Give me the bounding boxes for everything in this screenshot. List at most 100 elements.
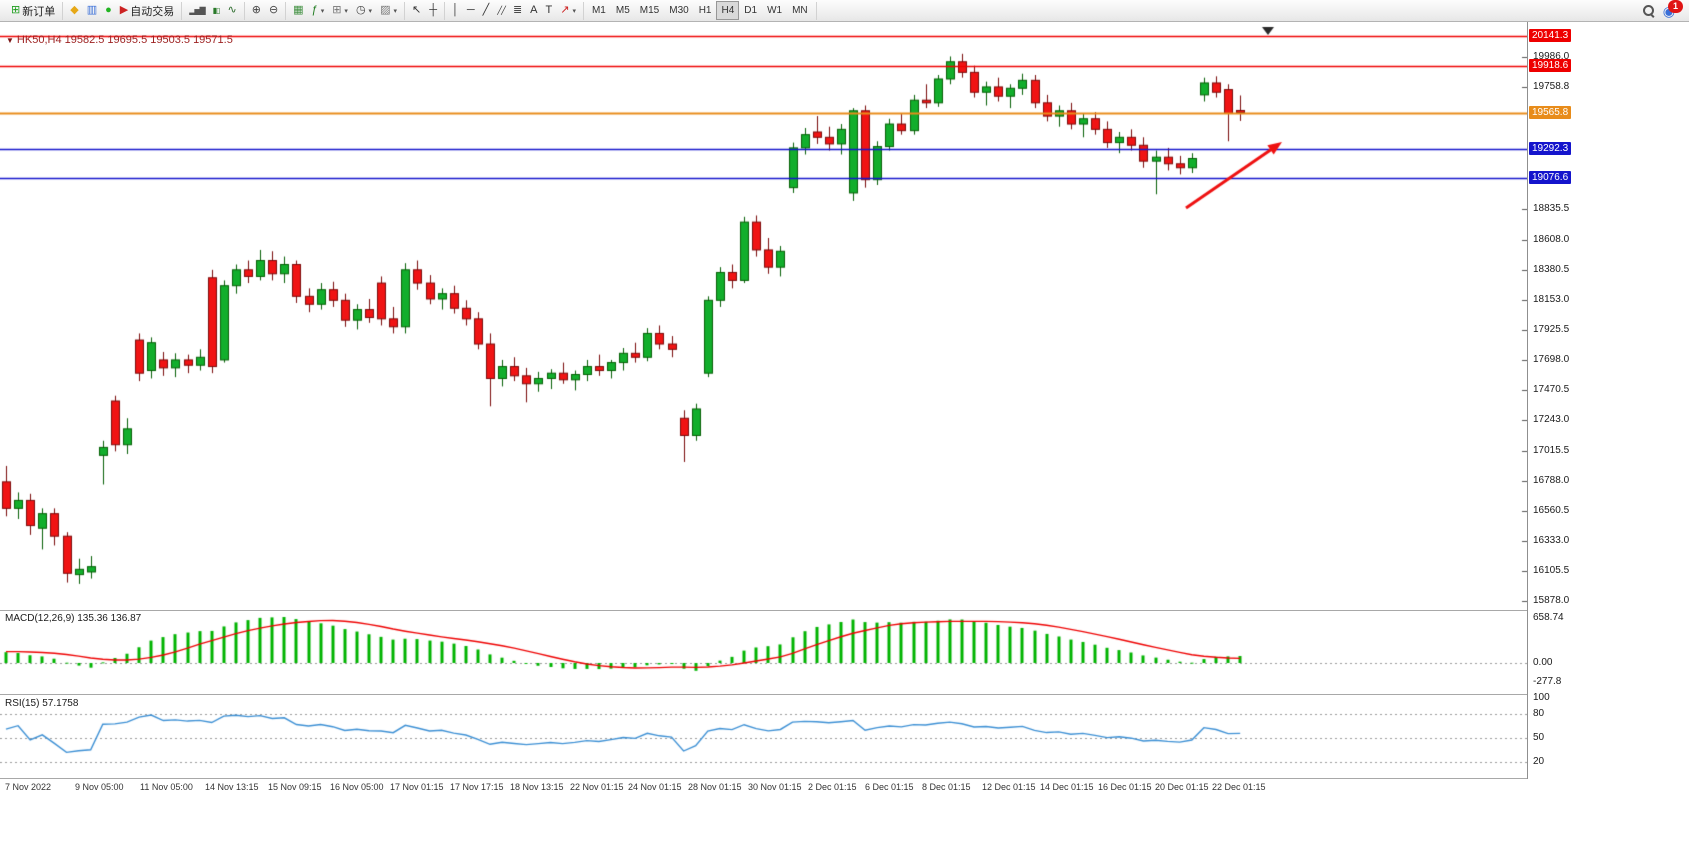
toolbar-button-groups: ⊞ 新订单 ◆ ▥ ● ▶ 自动交易 ▂▅▇ ▮▯ ∿ ⊕ ⊖ ▦ ƒ ▾ ⊞ ▾ ◷ ▾ ▨ ▾ ↖ ┼ │ ─ ╱ ╱╱ ≣ A T ↗… (4, 0, 817, 21)
toolbar-group: ▦ ƒ ▾ ⊞ ▾ ◷ ▾ ▨ ▾ (286, 1, 405, 20)
rsi-panel-canvas[interactable] (0, 696, 1527, 778)
text-icon: A (530, 4, 538, 16)
macd-panel-separator[interactable] (0, 610, 1578, 611)
chevron-down-icon: ▾ (344, 7, 348, 15)
macd-axis-label: -277.8 (1533, 675, 1562, 687)
chevron-down-icon: ▾ (393, 7, 397, 15)
macd-indicator-label: MACD(12,26,9) 135.36 136.87 (5, 613, 142, 624)
crosshair-icon[interactable]: ┼ (425, 1, 441, 20)
trendline-icon: ╱ (482, 4, 490, 16)
line-chart-icon[interactable]: ∿ (224, 1, 241, 20)
timeframe-m5[interactable]: M5 (615, 5, 630, 16)
time-axis-label: 17 Nov 01:15 (390, 782, 444, 792)
rsi-indicator-label: RSI(15) 57.1758 (5, 698, 79, 709)
periods-icon: ◷ (355, 4, 366, 16)
channel-icon[interactable]: ╱╱ (493, 1, 509, 20)
tile-windows-icon[interactable]: ▦ (289, 1, 307, 20)
chevron-down-icon: ▾ (320, 7, 325, 15)
tile-windows-icon: ▦ (293, 4, 304, 16)
autotrading-button-label: 自动交易 (130, 5, 175, 18)
toolbar-right: ◉ 1 (1642, 0, 1685, 18)
rsi-axis-label: 80 (1533, 708, 1545, 719)
time-axis-label: 12 Dec 01:15 (982, 782, 1036, 792)
time-axis-label: 16 Dec 01:15 (1098, 782, 1152, 792)
price-axis-label: 18608.0 (1533, 233, 1570, 245)
zoom-out-icon[interactable]: ⊖ (265, 1, 282, 20)
candlestick-chart-icon[interactable]: ▮▯ (209, 1, 224, 20)
price-line-label: 19292.3 (1529, 141, 1572, 155)
time-axis-label: 30 Nov 01:15 (748, 782, 802, 792)
price-axis-label: 17470.5 (1533, 384, 1570, 396)
time-axis[interactable]: 7 Nov 2022 9 Nov 05:00 11 Nov 05:00 14 Nov … (0, 779, 1578, 797)
time-axis-label: 14 Nov 13:15 (205, 782, 259, 792)
price-axis-label: 18380.5 (1533, 263, 1570, 275)
connection-status-icon[interactable]: ● (101, 1, 116, 20)
zoom-in-icon: ⊕ (251, 4, 261, 16)
timeframe-h4[interactable]: H4 (716, 1, 740, 20)
time-axis-label: 7 Nov 2022 (5, 782, 52, 792)
horizontal-line-icon[interactable]: ─ (463, 1, 479, 20)
autotrading-icon: ▶ (119, 4, 129, 16)
templates-icon[interactable]: ▨ ▾ (376, 1, 401, 20)
time-axis-label: 16 Nov 05:00 (330, 782, 384, 792)
chevron-down-icon: ▾ (572, 7, 576, 15)
profiles-icon[interactable]: ◆ (66, 1, 82, 20)
price-axis-label: 17243.0 (1533, 414, 1570, 426)
timeframe-m30[interactable]: M30 (669, 5, 689, 16)
time-axis-label: 9 Nov 05:00 (75, 782, 124, 792)
price-line-label: 19565.8 (1529, 105, 1572, 119)
symbol-marker-icon: ▼ (6, 36, 14, 45)
timeframe-w1[interactable]: W1 (767, 5, 783, 16)
time-axis-label: 17 Nov 17:15 (450, 782, 504, 792)
periods-icon[interactable]: ◷ ▾ (352, 1, 376, 20)
toolbar-group: ◆ ▥ ● ▶ 自动交易 (63, 1, 183, 20)
templates-icon: ▨ (380, 4, 391, 16)
cursor-icon[interactable]: ↖ (408, 1, 425, 20)
vertical-line-icon: │ (452, 4, 459, 16)
timeframe-h1[interactable]: H1 (698, 5, 712, 16)
symbol-ohlc-text: HK50,H4 19582.5 19695.5 19503.5 19571.5 (16, 34, 233, 46)
macd-panel-canvas[interactable] (0, 612, 1527, 694)
rsi-panel-separator[interactable] (0, 694, 1578, 695)
new-chart-icon[interactable]: ⊞ ▾ (328, 1, 352, 20)
trendline-icon[interactable]: ╱ (479, 1, 494, 20)
notification-badge: 1 (1668, 0, 1683, 13)
price-line-label: 19918.6 (1529, 58, 1572, 72)
main-chart-canvas[interactable] (0, 22, 1527, 610)
timeframe-m15[interactable]: M15 (639, 5, 660, 16)
data-window-icon: ▥ (86, 4, 98, 16)
time-axis-label: 15 Nov 09:15 (268, 782, 322, 792)
main-toolbar: ⊞ 新订单 ◆ ▥ ● ▶ 自动交易 ▂▅▇ ▮▯ ∿ ⊕ ⊖ ▦ ƒ ▾ ⊞ ▾ ◷ ▾ ▨ ▾ ↖ ┼ │ ─ ╱ ╱╱ ≣ A T ↗… (0, 0, 1689, 22)
horizontal-line-icon: ─ (466, 4, 475, 16)
price-axis-label: 17698.0 (1533, 354, 1570, 366)
timeframe-mn[interactable]: MN (792, 5, 808, 16)
toolbar-group: ⊕ ⊖ (245, 1, 287, 20)
bar-chart-icon[interactable]: ▂▅▇ (185, 1, 208, 20)
text-label-icon[interactable]: T (542, 1, 557, 20)
indicators-icon: ƒ (311, 4, 318, 16)
toolbar-group: ↖ ┼ (405, 1, 445, 20)
arrows-icon: ↗ (560, 4, 570, 16)
profiles-icon: ◆ (70, 4, 79, 16)
time-axis-label: 22 Nov 01:15 (570, 782, 624, 792)
text-icon[interactable]: A (526, 1, 541, 20)
price-axis[interactable]: 19986.0 19758.8 18835.5 18608.0 18380.5 18153… (1527, 22, 1579, 797)
vertical-line-icon[interactable]: │ (448, 1, 463, 20)
arrows-icon[interactable]: ↗ ▾ (556, 1, 580, 20)
time-axis-label: 18 Nov 13:15 (510, 782, 564, 792)
timeframe-m1[interactable]: M1 (591, 5, 606, 16)
line-chart-icon: ∿ (227, 4, 237, 16)
data-window-icon[interactable]: ▥ (83, 1, 101, 20)
zoom-in-icon[interactable]: ⊕ (248, 1, 265, 20)
indicators-icon[interactable]: ƒ ▾ (308, 1, 329, 20)
price-line-label: 20141.3 (1529, 29, 1572, 43)
search-icon[interactable] (1642, 4, 1655, 17)
chart-window: ▼ HK50,H4 19582.5 19695.5 19503.5 19571.5… (0, 22, 1689, 861)
new-order-button[interactable]: ⊞ 新订单 (7, 1, 59, 20)
community-icon[interactable]: ◉ 1 (1663, 0, 1683, 18)
autotrading-button[interactable]: ▶ 自动交易 (116, 1, 178, 20)
fibonacci-icon[interactable]: ≣ (509, 1, 526, 20)
price-axis-label: 19986.0 (1533, 50, 1570, 62)
timeframe-d1[interactable]: D1 (744, 5, 758, 16)
price-axis-label: 17925.5 (1533, 324, 1570, 336)
